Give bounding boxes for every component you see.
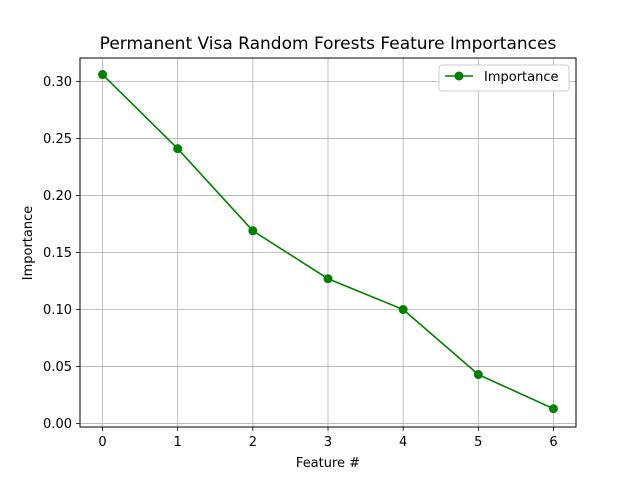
x-tick-label: 5: [474, 435, 482, 450]
data-point: [248, 226, 258, 236]
y-tick-label: 0.10: [43, 303, 72, 318]
grid-lines: [80, 58, 576, 427]
legend: Importance: [438, 64, 570, 92]
x-tick-label: 2: [249, 435, 257, 450]
axis-ticks: 0 1 2 3 4 5 6 0.00 0.05 0.10 0.15 0.20 0.25 0.30: [43, 75, 558, 450]
data-point: [548, 404, 558, 414]
y-tick-label: 0.30: [43, 75, 72, 90]
x-axis-label: Feature #: [296, 456, 360, 471]
y-tick-label: 0.05: [43, 360, 72, 375]
data-point: [173, 144, 183, 154]
data-series: [98, 70, 558, 414]
y-tick-label: 0.00: [43, 417, 72, 432]
x-tick-label: 6: [549, 435, 557, 450]
legend-box: [438, 64, 570, 92]
x-tick-label: 0: [98, 435, 106, 450]
legend-label: Importance: [484, 70, 559, 85]
data-point: [323, 274, 333, 284]
y-axis-label: Importance: [21, 206, 36, 281]
x-tick-label: 3: [324, 435, 332, 450]
data-point: [473, 370, 483, 380]
chart-title: Permanent Visa Random Forests Feature Im…: [100, 34, 557, 54]
x-tick-label: 1: [174, 435, 182, 450]
x-tick-label: 4: [399, 435, 407, 450]
data-point: [398, 305, 408, 315]
y-tick-label: 0.20: [43, 189, 72, 204]
y-tick-label: 0.25: [43, 132, 72, 147]
data-point: [98, 70, 108, 80]
legend-marker: [454, 71, 464, 81]
y-tick-label: 0.15: [43, 246, 72, 261]
